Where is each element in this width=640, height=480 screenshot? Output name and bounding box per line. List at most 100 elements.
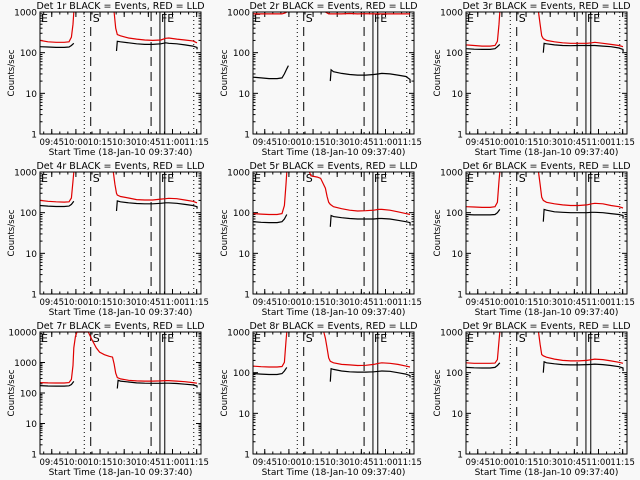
series-events: [252, 367, 411, 382]
panel-det-2: Det 2r BLACK = Events, RED = LLD 1 10 100 10…: [220, 1, 422, 158]
x-axis-label: Start Time (18-Jan-10 09:37:40): [475, 308, 619, 318]
x-tick-label: 10:45: [136, 458, 161, 468]
y-tick-label: 1000: [14, 169, 37, 179]
series-line-events: [329, 214, 411, 227]
series-events: [465, 208, 624, 222]
y-axis-ticks: [40, 332, 201, 455]
plot-frame: [465, 11, 628, 135]
y-tick-label: 10: [452, 410, 464, 420]
x-tick-label: 10:00: [490, 298, 515, 308]
x-tick-label: 10:30: [538, 138, 563, 148]
y-tick-label: 100: [233, 369, 250, 379]
x-tick-label: 10:30: [538, 298, 563, 308]
marker-label-fe: FE: [587, 172, 600, 185]
x-tick-label: 11:15: [397, 458, 422, 468]
x-tick-label: 11:00: [586, 458, 611, 468]
y-axis-label: Counts/sec: [220, 209, 230, 256]
panel-title: Det 3r BLACK = Events, RED = LLD: [462, 1, 630, 12]
x-axis-label: Start Time (18-Jan-10 09:37:40): [49, 148, 193, 158]
series-events: [252, 214, 411, 227]
x-tick-label: 10:45: [562, 138, 587, 148]
x-tick-label: 11:15: [184, 138, 209, 148]
x-tick-label: 10:15: [514, 458, 539, 468]
x-tick-label: 10:15: [88, 298, 113, 308]
series-line-lld: [252, 331, 288, 368]
marker-label-fe: FE: [374, 172, 387, 185]
marker-label-e: E: [467, 332, 474, 345]
marker-label-s: S: [306, 332, 313, 345]
marker-label-s: S: [519, 12, 526, 25]
x-tick-label: 10:45: [562, 298, 587, 308]
y-tick-label: 1: [457, 291, 463, 301]
x-tick-label: 10:00: [490, 138, 515, 148]
plot-frame: [252, 11, 415, 135]
y-axis-label: Counts/sec: [7, 209, 17, 256]
series-line-events: [39, 42, 75, 48]
x-axis-label: Start Time (18-Jan-10 09:37:40): [262, 468, 406, 478]
series-line-lld: [537, 331, 624, 364]
panel-det-6: Det 6r BLACK = Events, RED = LLD 1 10 100 10…: [433, 161, 635, 318]
x-axis-label: Start Time (18-Jan-10 09:37:40): [475, 148, 619, 158]
x-tick-label: 10:00: [64, 458, 89, 468]
y-tick-label: 100: [20, 390, 37, 400]
series-events: [252, 65, 411, 84]
series-line-events: [329, 68, 411, 84]
x-tick-label: 10:30: [538, 458, 563, 468]
series-line-events: [465, 43, 501, 50]
marker-label-s: S: [93, 12, 100, 25]
series-line-lld: [39, 11, 75, 43]
marker-label-fe: FE: [374, 332, 387, 345]
panel-title: Det 6r BLACK = Events, RED = LLD: [462, 161, 630, 172]
plot-frame: [252, 171, 415, 295]
marker-label-s: S: [306, 172, 313, 185]
y-tick-label: 1000: [227, 9, 250, 19]
plot-frame: [465, 331, 628, 455]
x-tick-label: 10:15: [514, 298, 539, 308]
marker-label-s: S: [519, 172, 526, 185]
marker-label-e: E: [467, 172, 474, 185]
panel-det-7: Det 7r BLACK = Events, RED = LLD 1 10 100 10…: [7, 321, 209, 478]
x-tick-label: 09:45: [466, 138, 491, 148]
series-line-events: [329, 367, 411, 382]
x-tick-label: 11:15: [397, 298, 422, 308]
series-line-events: [252, 367, 288, 376]
x-tick-label: 10:15: [88, 458, 113, 468]
series-line-lld: [39, 171, 75, 203]
x-tick-label: 11:15: [184, 458, 209, 468]
x-tick-label: 10:45: [349, 458, 374, 468]
panel-title: Det 9r BLACK = Events, RED = LLD: [462, 321, 630, 332]
panel-det-8: Det 8r BLACK = Events, RED = LLD 1 10 100 10…: [220, 321, 422, 478]
panel-title: Det 7r BLACK = Events, RED = LLD: [36, 321, 204, 332]
x-tick-label: 10:30: [112, 138, 137, 148]
marker-label-fe: FE: [161, 172, 174, 185]
x-tick-label: 10:15: [88, 138, 113, 148]
plot-frame: [39, 171, 202, 295]
x-tick-label: 11:00: [160, 138, 185, 148]
y-axis-label: Counts/sec: [7, 369, 17, 416]
y-tick-label: 100: [20, 209, 37, 219]
x-axis-label: Start Time (18-Jan-10 09:37:40): [49, 468, 193, 478]
y-axis-ticks: [40, 173, 201, 295]
x-axis-label: Start Time (18-Jan-10 09:37:40): [475, 468, 619, 478]
x-tick-label: 11:00: [586, 138, 611, 148]
y-tick-label: 1000: [227, 169, 250, 179]
y-tick-label: 1: [31, 131, 37, 141]
y-tick-label: 100: [233, 209, 250, 219]
y-axis-ticks: [40, 13, 201, 135]
marker-label-e: E: [254, 332, 261, 345]
series-line-lld: [39, 331, 198, 384]
y-tick-label: 1: [457, 451, 463, 461]
y-tick-label: 10: [26, 90, 38, 100]
y-axis-label: Counts/sec: [220, 49, 230, 96]
series-line-lld: [465, 331, 501, 364]
x-tick-label: 11:15: [397, 138, 422, 148]
panel-title: Det 8r BLACK = Events, RED = LLD: [249, 321, 417, 332]
series-lld: [39, 331, 198, 384]
y-tick-label: 10: [26, 420, 38, 430]
y-axis-ticks: [466, 173, 627, 295]
series-events: [465, 360, 624, 373]
x-tick-label: 11:00: [373, 138, 398, 148]
x-tick-label: 10:00: [277, 298, 302, 308]
series-lld: [465, 171, 624, 209]
